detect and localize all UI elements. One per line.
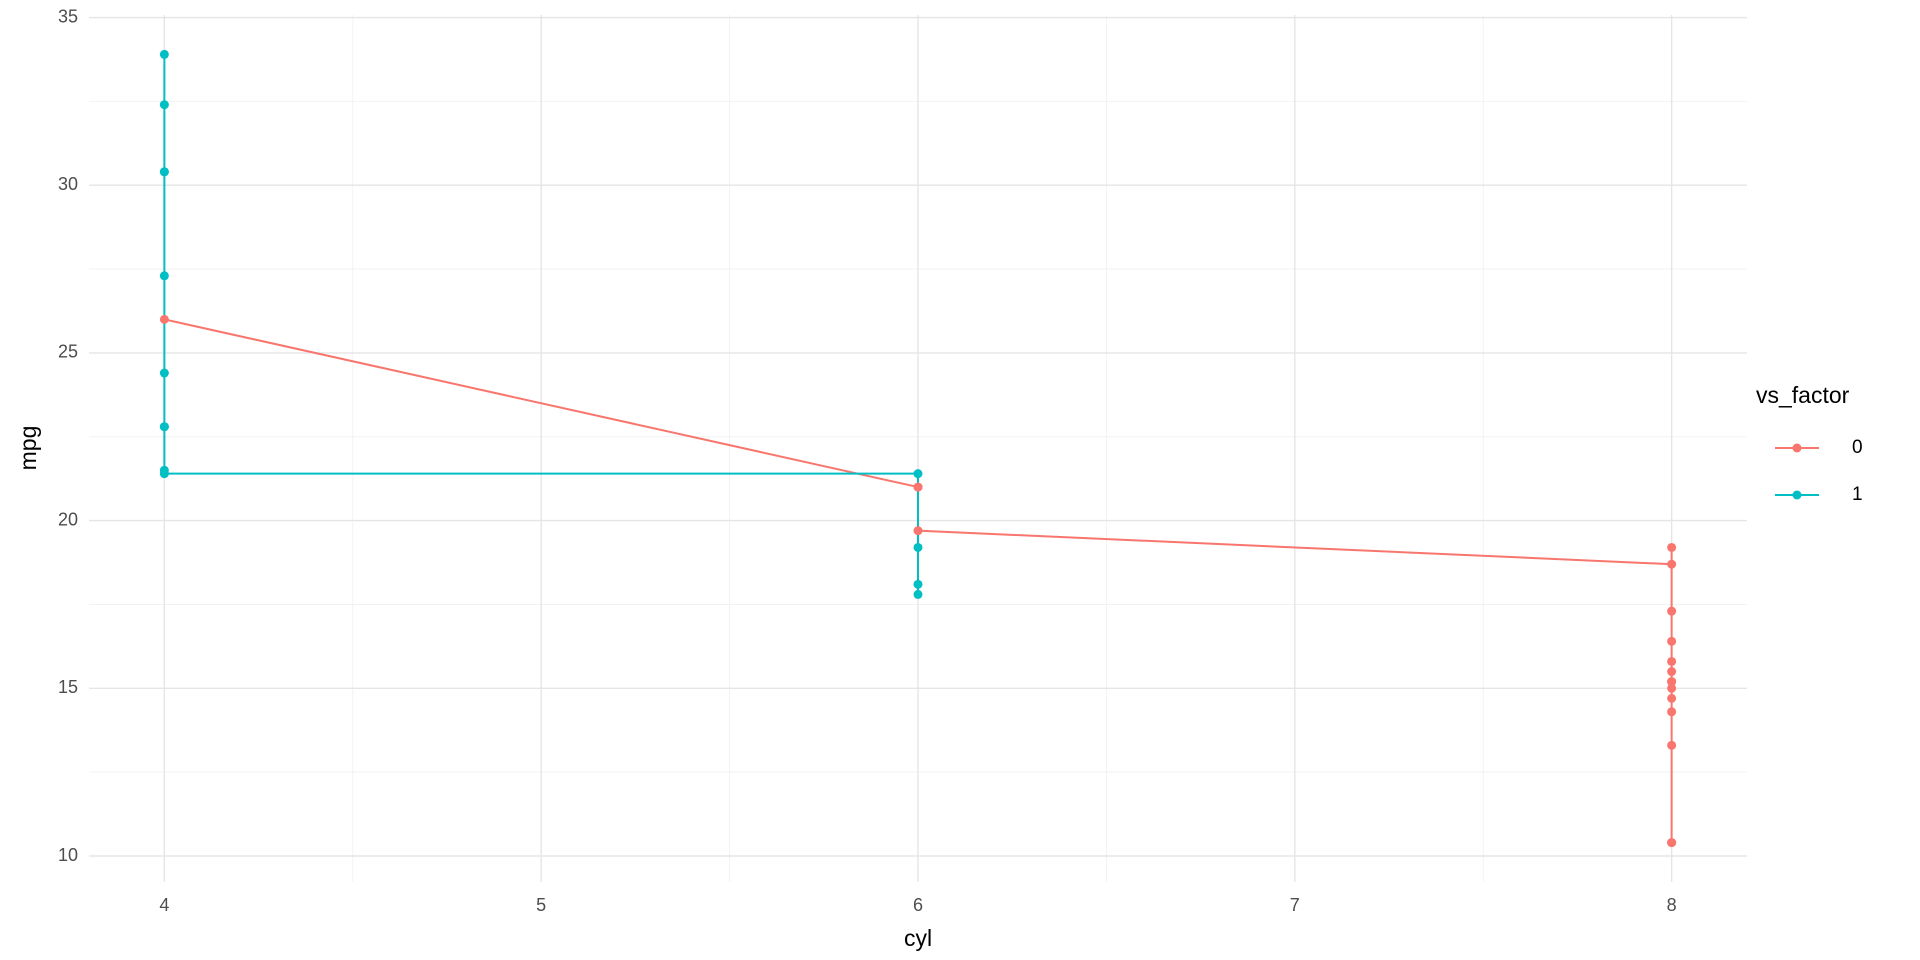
data-point [159, 271, 169, 281]
data-point [159, 167, 169, 177]
data-point [1667, 683, 1677, 693]
data-point [159, 100, 169, 110]
x-tick-label: 8 [1667, 895, 1677, 915]
legend-label: 1 [1852, 484, 1863, 505]
data-point [1667, 636, 1677, 646]
legend-key-point [1792, 490, 1802, 500]
grid [89, 15, 1747, 882]
x-tick-label: 4 [159, 895, 169, 915]
y-tick-label: 10 [58, 845, 78, 865]
y-tick-label: 30 [58, 174, 78, 194]
data-point [913, 589, 923, 599]
data-point [159, 469, 169, 479]
data-point [1667, 677, 1677, 687]
data-point [913, 579, 923, 589]
data-point [159, 422, 169, 432]
data-point [913, 469, 923, 479]
data-point [1667, 667, 1677, 677]
legend-title: vs_factor [1756, 382, 1850, 408]
x-tick-label: 5 [536, 895, 546, 915]
y-tick-label: 35 [58, 6, 78, 26]
data-point [913, 482, 923, 492]
data-point [1667, 559, 1677, 569]
series-line [164, 318, 1673, 843]
data-point [1667, 707, 1677, 717]
data-point [1667, 606, 1677, 616]
y-tick-label: 25 [58, 342, 78, 362]
legend-label: 0 [1852, 437, 1863, 458]
data-point [159, 368, 169, 378]
x-axis-title: cyl [904, 925, 932, 951]
data-point [159, 314, 169, 324]
data-point [1667, 693, 1677, 703]
y-axis-title: mpg [15, 426, 41, 471]
data-point [913, 526, 923, 536]
data-point [159, 49, 169, 59]
data-point [913, 542, 923, 552]
data-point [1667, 740, 1677, 750]
points [159, 49, 1677, 848]
x-tick-label: 7 [1290, 895, 1300, 915]
legend-key-point [1792, 443, 1802, 453]
data-point [1667, 838, 1677, 848]
x-tick-label: 6 [913, 895, 923, 915]
data-point [1667, 656, 1677, 666]
data-point [1667, 542, 1677, 552]
y-tick-label: 20 [58, 509, 78, 529]
y-tick-label: 15 [58, 677, 78, 697]
